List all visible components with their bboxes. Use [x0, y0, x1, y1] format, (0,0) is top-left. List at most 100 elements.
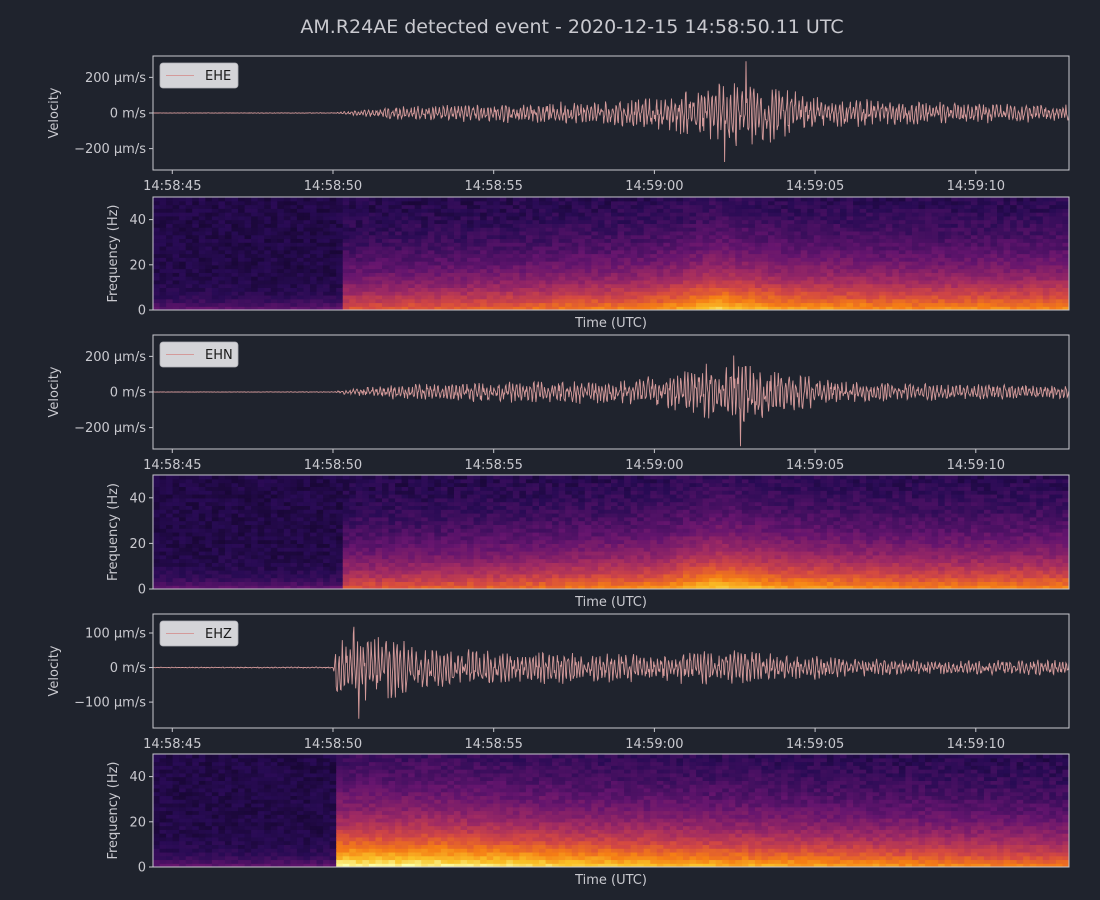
spectrogram-cell — [349, 291, 357, 296]
spectrogram-cell — [519, 261, 527, 266]
spectrogram-cell — [382, 279, 390, 285]
spectrogram-cell — [395, 197, 403, 202]
spectrogram-cell — [316, 287, 324, 292]
spectrogram-cell — [467, 227, 475, 232]
spectrogram-cell — [283, 223, 291, 228]
spectrogram-cell — [584, 215, 592, 221]
spectrogram-cell — [192, 524, 200, 529]
spectrogram-cell — [192, 264, 200, 270]
spectrogram-cell — [153, 585, 161, 589]
spectrogram-cell — [264, 520, 272, 525]
spectrogram-cell — [1029, 234, 1037, 240]
spectrogram-cell — [434, 212, 442, 217]
spectrogram-cell — [643, 204, 651, 209]
spectrogram-cell — [571, 294, 579, 300]
spectrogram-cell — [519, 238, 527, 243]
spectrogram-cell — [153, 298, 161, 304]
spectrogram-cell — [696, 197, 704, 202]
spectrogram-cell — [768, 287, 776, 292]
spectrogram-cell — [1049, 197, 1057, 202]
spectrogram-cell — [257, 486, 265, 491]
spectrogram-cell — [401, 223, 409, 228]
spectrogram-cell — [493, 306, 501, 310]
spectrogram-cell — [238, 200, 246, 206]
spectrogram-cell — [303, 543, 311, 548]
spectrogram-cell — [898, 257, 907, 262]
spectrogram-cell — [1010, 294, 1018, 300]
spectrogram-cell — [1029, 197, 1037, 202]
spectrogram-cell — [853, 208, 861, 213]
spectrogram-cell — [264, 482, 272, 487]
spectrogram-cell — [421, 204, 429, 209]
spectrogram-cell — [251, 532, 259, 537]
spectrogram-cell — [794, 204, 802, 209]
spectrogram-cell — [159, 238, 167, 243]
spectrogram-cell — [689, 298, 697, 304]
spectrogram-cell — [905, 279, 913, 285]
spectrogram-cell — [754, 283, 763, 288]
spectrogram-cell — [682, 200, 691, 206]
spectrogram-cell — [224, 581, 233, 586]
spectrogram-cell — [997, 208, 1005, 213]
spectrogram-cell — [421, 272, 429, 277]
spectrogram-cell — [571, 264, 579, 270]
spectrogram-cell — [728, 204, 736, 209]
spectrogram-cell — [211, 475, 220, 480]
spectrogram-cell — [290, 294, 298, 300]
spectrogram-cell — [768, 272, 776, 277]
spectrogram-cell — [355, 306, 363, 310]
spectrogram-cell — [277, 490, 285, 495]
spectrogram-cell — [970, 242, 978, 247]
spectrogram-cell — [231, 494, 239, 499]
spectrogram-cell — [571, 212, 579, 217]
spectrogram-cell — [224, 554, 233, 560]
spectrogram-cell — [349, 227, 357, 232]
spectrogram-cell — [565, 268, 573, 273]
spectrogram-cell — [283, 197, 291, 202]
spectrogram-cell — [846, 287, 854, 292]
spectrogram-cell — [224, 478, 233, 484]
spectrogram-cell — [408, 249, 416, 255]
spectrogram-cell — [709, 283, 717, 288]
spectrogram-cell — [172, 520, 180, 525]
spectrogram-cell — [630, 298, 638, 304]
spectrogram-cell — [414, 253, 422, 258]
spectrogram-cell — [310, 234, 318, 240]
spectrogram-cell — [499, 253, 507, 258]
spectrogram-cell — [990, 223, 998, 228]
spectrogram-cell — [964, 223, 972, 228]
spectrogram-cell — [185, 524, 193, 529]
spectrogram-cell — [951, 268, 959, 273]
spectrogram-cell — [663, 272, 671, 277]
spectrogram-cell — [323, 272, 331, 277]
spectrogram-cell — [794, 268, 802, 273]
spectrogram-cell — [604, 208, 612, 213]
spectrogram-cell — [728, 245, 736, 251]
spectrogram-cell — [395, 223, 403, 228]
spectrogram-cell — [283, 520, 291, 525]
spectrogram-cell — [650, 219, 658, 224]
spectrogram-cell — [342, 238, 350, 243]
spectrogram-cell — [453, 298, 462, 304]
spectrogram-cell — [349, 212, 357, 217]
spectrogram-cell — [970, 298, 978, 304]
spectrogram-cell — [722, 264, 730, 270]
spectrogram-cell — [486, 302, 494, 307]
spectrogram-cell — [362, 227, 370, 232]
spectrogram-cell — [257, 501, 265, 506]
spectrogram-cell — [323, 219, 331, 224]
spectrogram-cell — [833, 204, 841, 209]
spectrogram-cell — [211, 306, 220, 310]
spectrogram-cell — [938, 294, 946, 300]
spectrogram-cell — [342, 272, 350, 277]
y-axis-label: Velocity — [47, 366, 62, 417]
spectrogram-cell — [833, 291, 841, 296]
spectrogram-cell — [617, 291, 625, 296]
spectrogram-cell — [768, 204, 776, 209]
spectrogram-cell — [630, 276, 638, 281]
spectrogram-cell — [296, 585, 305, 589]
spectrogram-cell — [244, 204, 252, 209]
spectrogram-cell — [218, 245, 226, 251]
spectrogram-cell — [329, 268, 337, 273]
spectrogram-cell — [944, 261, 952, 266]
